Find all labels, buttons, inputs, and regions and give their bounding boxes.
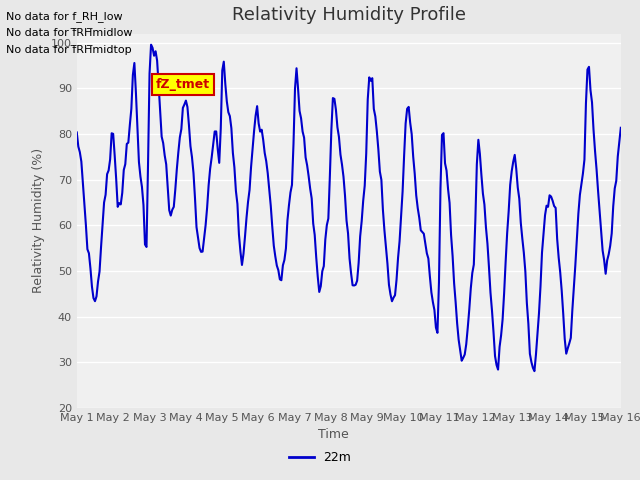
- X-axis label: Time: Time: [318, 429, 349, 442]
- Text: No data for f̅RH̅midlow: No data for f̅RH̅midlow: [6, 28, 133, 38]
- Legend: 22m: 22m: [284, 446, 356, 469]
- Y-axis label: Relativity Humidity (%): Relativity Humidity (%): [33, 148, 45, 293]
- Text: No data for f_RH_low: No data for f_RH_low: [6, 11, 123, 22]
- Text: fZ_tmet: fZ_tmet: [156, 78, 210, 91]
- Title: Relativity Humidity Profile: Relativity Humidity Profile: [232, 6, 466, 24]
- Text: No data for f̅RH̅midtop: No data for f̅RH̅midtop: [6, 45, 132, 55]
